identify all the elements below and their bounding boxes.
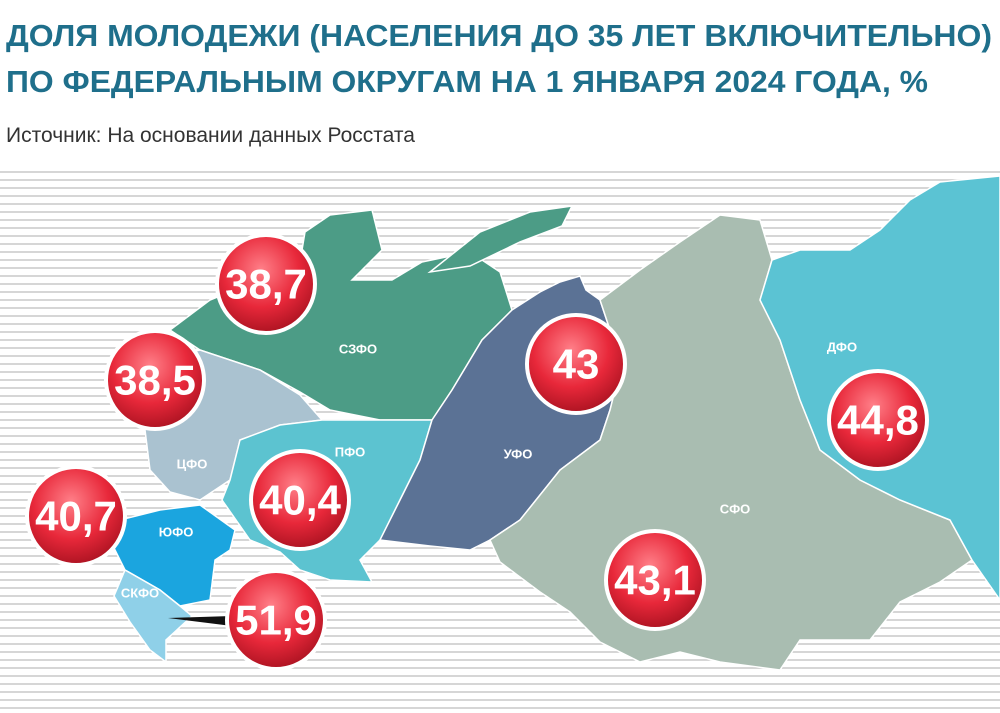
region-name: УФО [504, 446, 533, 461]
region-name: ДФО [827, 339, 857, 354]
region-value: 40,7 [35, 493, 117, 540]
source: Источник: На основании данных Росстата [6, 124, 415, 147]
region-shape [427, 205, 574, 274]
region-value: 38,5 [114, 357, 196, 404]
bubble [25, 465, 127, 567]
region-value: 38,7 [225, 261, 307, 308]
region-value: 44,8 [837, 397, 919, 444]
region-name: СЗФО [339, 341, 377, 356]
region-name: ЮФО [159, 524, 194, 539]
bubble [215, 233, 317, 335]
pointer [168, 616, 232, 626]
title-line: ДОЛЯ МОЛОДЕЖИ (НАСЕЛЕНИЯ ДО 35 ЛЕТ ВКЛЮЧ… [6, 18, 992, 53]
title-line: ПО ФЕДЕРАЛЬНЫМ ОКРУГАМ НА 1 ЯНВАРЯ 2024 … [6, 64, 928, 99]
region-name: ЦФО [177, 456, 208, 471]
region-value: 51,9 [235, 597, 317, 644]
region-value: 43,1 [614, 557, 696, 604]
region-value: 43 [553, 341, 600, 388]
bubble [249, 449, 351, 551]
region-value: 40,4 [259, 477, 341, 524]
region-name: СФО [720, 501, 751, 516]
region-shape [113, 568, 194, 664]
bubble [225, 569, 327, 671]
region-shape [109, 504, 236, 607]
region-name: ПФО [335, 444, 366, 459]
bubble [104, 329, 206, 431]
bubble [604, 529, 706, 631]
region-name: СКФО [121, 585, 159, 600]
labels: СЗФО 38,7 ЦФО 38,5 ПФО 40,4 ЮФО 40,7 СКФО 51,9 УФО… [25, 233, 929, 671]
bubble [827, 369, 929, 471]
bubble [525, 313, 627, 415]
